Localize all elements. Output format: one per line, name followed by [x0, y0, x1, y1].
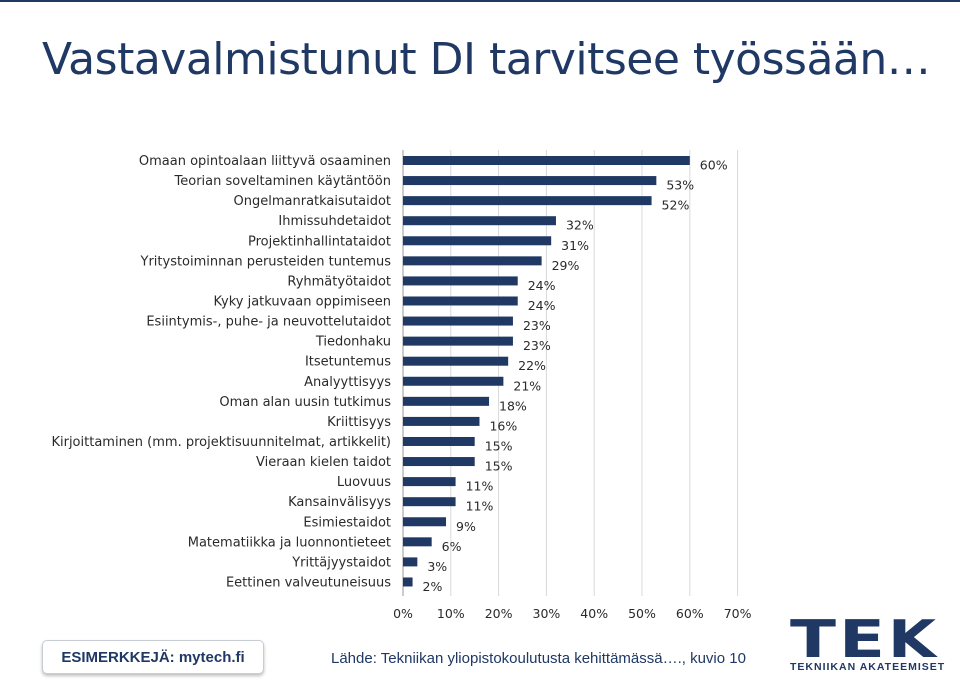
x-axis-ticks: 0% 10% 20% 30% 40% 50% 60% 70% — [393, 606, 752, 621]
category-labels: Omaan opintoalaan liittyvä osaaminen Teor… — [51, 154, 391, 590]
data-label: 11% — [466, 499, 494, 514]
x-tick-label: 60% — [676, 606, 704, 621]
x-tick-label: 20% — [485, 606, 513, 621]
data-label: 15% — [485, 438, 513, 453]
bar — [403, 436, 475, 446]
x-tick-label: 10% — [437, 606, 465, 621]
slide-title: Vastavalmistunut DI tarvitsee työssään… — [42, 34, 931, 85]
data-label: 23% — [523, 338, 551, 353]
bar — [403, 497, 456, 507]
bar — [403, 196, 652, 206]
bar — [403, 336, 513, 346]
data-label: 31% — [561, 238, 589, 253]
data-label: 32% — [566, 218, 594, 233]
category-label: Tiedonhaku — [315, 335, 391, 350]
examples-link-button[interactable]: ESIMERKKEJÄ: mytech.fi — [42, 640, 264, 674]
category-label: Ihmissuhdetaidot — [278, 214, 391, 229]
bar — [403, 296, 518, 306]
category-label: Yritystoiminnan perusteiden tuntemus — [140, 254, 392, 269]
data-label: 53% — [666, 178, 694, 193]
bar — [403, 276, 518, 286]
category-label: Oman alan uusin tutkimus — [219, 395, 391, 410]
bar — [403, 156, 690, 165]
bar — [403, 376, 504, 386]
category-label: Kansainvälisyys — [288, 495, 391, 510]
category-label: Esiintymis-, puhe- ja neuvottelutaidot — [146, 315, 391, 330]
x-tick-label: 50% — [628, 606, 656, 621]
data-label: 6% — [442, 539, 462, 554]
data-label: 24% — [528, 298, 556, 313]
category-label: Matematiikka ja luonnontieteet — [188, 535, 391, 550]
bar — [403, 356, 509, 366]
category-label: Ryhmätyötaidot — [287, 274, 391, 289]
data-label: 11% — [466, 479, 494, 494]
logo-letter-e: E — [839, 616, 885, 670]
category-label: Teorian soveltaminen käytäntöön — [174, 174, 391, 189]
category-label: Luovuus — [337, 475, 391, 490]
x-tick-label: 70% — [724, 606, 752, 621]
bar — [403, 236, 552, 246]
x-tick-label: 30% — [533, 606, 561, 621]
bar — [403, 557, 418, 567]
bar — [403, 517, 447, 527]
category-label: Kyky jatkuvaan oppimiseen — [213, 294, 391, 309]
source-note: Lähde: Tekniikan yliopistokoulutusta keh… — [331, 650, 746, 667]
category-label: Yrittäjyystaidot — [291, 555, 391, 570]
data-label: 29% — [552, 258, 580, 273]
logo-letter-t: T — [790, 616, 837, 670]
bar — [403, 477, 456, 487]
data-label: 2% — [423, 579, 443, 594]
category-label: Ongelmanratkaisutaidot — [234, 194, 391, 209]
data-label: 23% — [523, 318, 551, 333]
category-label: Omaan opintoalaan liittyvä osaaminen — [139, 154, 391, 169]
bar — [403, 256, 542, 266]
data-label: 9% — [456, 519, 476, 534]
bar — [403, 537, 432, 547]
category-label: Analyyttisyys — [304, 375, 391, 390]
data-label: 24% — [528, 278, 556, 293]
data-label: 22% — [518, 358, 546, 373]
x-tick-label: 0% — [393, 606, 413, 621]
category-label: Eettinen valveutuneisuus — [226, 575, 391, 590]
data-label: 18% — [499, 398, 527, 413]
category-label: Kirjoittaminen (mm. projektisuunnitelmat… — [51, 435, 391, 450]
bar — [403, 176, 657, 186]
data-label: 52% — [662, 198, 690, 213]
data-label: 3% — [427, 559, 447, 574]
data-label: 21% — [513, 378, 541, 393]
tek-logo: T E K — [790, 616, 938, 670]
category-label: Projektinhallintataidot — [248, 234, 391, 249]
bars — [403, 156, 690, 587]
category-label: Kriittisyys — [327, 415, 391, 430]
category-label: Esimiestaidot — [303, 515, 391, 530]
top-rule — [0, 0, 960, 2]
data-labels: 60% 53% 52% 32% 31% 29% 24% 24% 23% 23% 22% 21% 18% 1… — [423, 158, 728, 594]
bar — [403, 457, 475, 467]
bar — [403, 216, 556, 226]
data-label: 15% — [485, 459, 513, 474]
bar — [403, 416, 480, 426]
bar — [403, 577, 413, 587]
data-label: 60% — [700, 158, 728, 173]
logo-letter-k: K — [888, 616, 938, 670]
bar — [403, 396, 490, 406]
category-label: Vieraan kielen taidot — [256, 455, 391, 470]
bar-chart: Omaan opintoalaan liittyvä osaaminen Teor… — [51, 150, 752, 621]
data-label: 16% — [489, 418, 517, 433]
logo-subtitle: TEKNIIKAN AKATEEMISET — [790, 661, 946, 673]
category-label: Itsetuntemus — [305, 355, 391, 370]
x-tick-label: 40% — [580, 606, 608, 621]
bar — [403, 316, 513, 326]
